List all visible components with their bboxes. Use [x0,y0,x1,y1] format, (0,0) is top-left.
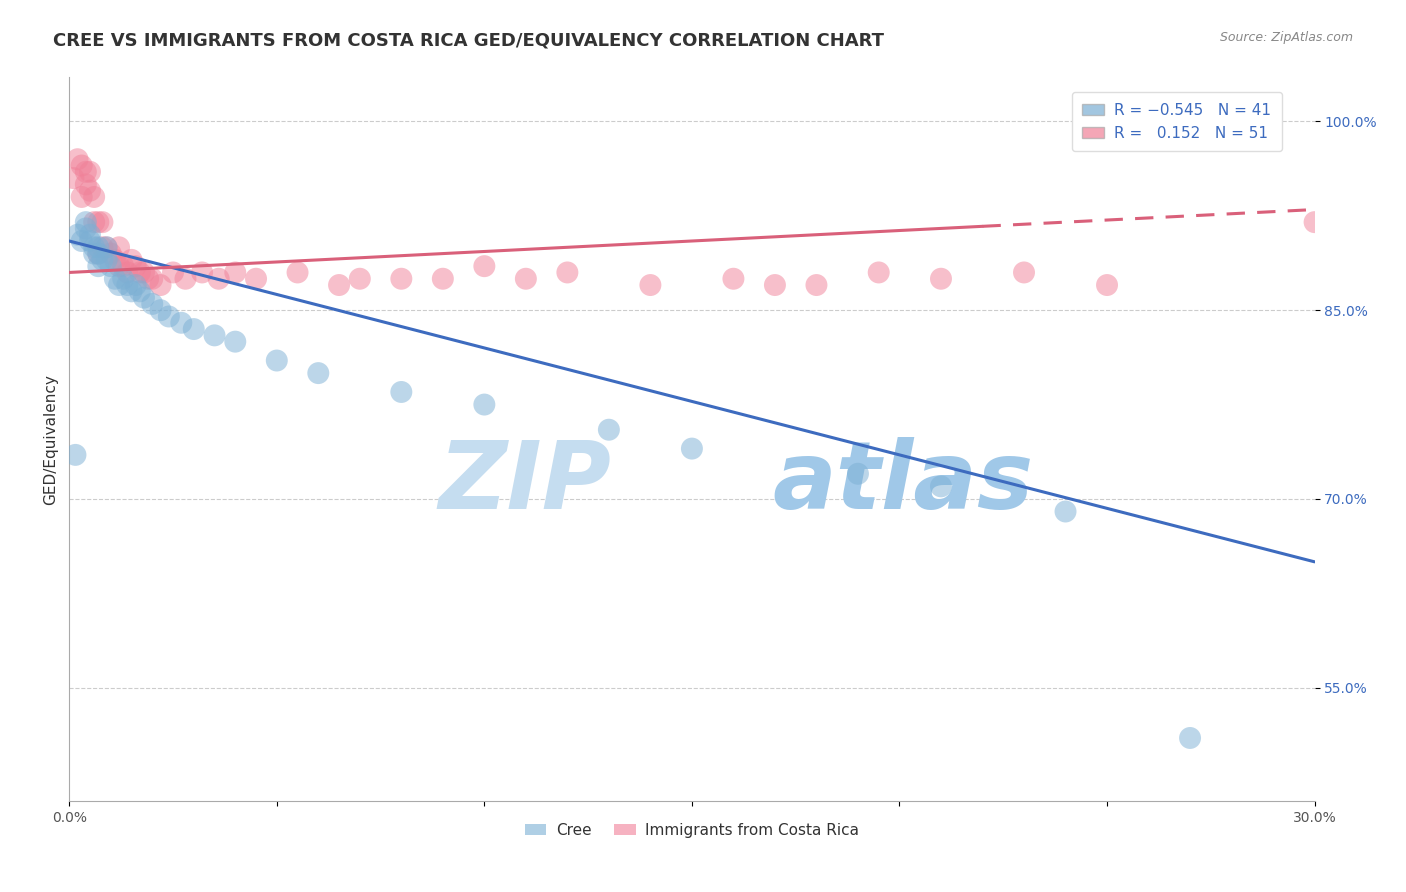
Point [87,246,110,260]
Point [121,252,143,267]
Point [266,353,288,368]
Point [287,265,309,279]
Point [87,240,110,254]
Point [868,265,890,279]
Point [79,227,101,242]
Point [75,165,97,179]
Text: Source: ZipAtlas.com: Source: ZipAtlas.com [1219,31,1353,45]
Point [132,265,155,279]
Point [108,259,131,273]
Point [141,297,163,311]
Point [307,366,329,380]
Point [1178,731,1201,745]
Point [328,278,350,293]
Point [389,271,412,285]
Point [389,384,412,399]
Point [75,178,97,192]
Point [208,271,231,285]
Point [87,215,110,229]
Point [723,271,745,285]
Point [75,221,97,235]
Point [183,322,205,336]
Point [70,159,93,173]
Point [79,184,101,198]
Point [128,285,150,299]
Point [100,246,122,260]
Point [104,252,127,267]
Point [83,190,105,204]
Point [132,291,155,305]
Point [1054,504,1077,518]
Point [929,479,952,493]
Point [515,271,537,285]
Text: CREE VS IMMIGRANTS FROM COSTA RICA GED/EQUIVALENCY CORRELATION CHART: CREE VS IMMIGRANTS FROM COSTA RICA GED/E… [53,31,884,49]
Point [204,328,226,343]
Point [83,215,105,229]
Point [191,265,214,279]
Point [124,278,146,293]
Point [224,265,246,279]
Point [149,303,172,318]
Legend: Cree, Immigrants from Costa Rica: Cree, Immigrants from Costa Rica [519,817,865,844]
Point [174,271,197,285]
Point [108,240,131,254]
Point [83,240,105,254]
Point [170,316,193,330]
Point [91,252,114,267]
Point [640,278,662,293]
Point [91,240,114,254]
Point [87,259,110,273]
Point [472,259,495,273]
Point [96,240,118,254]
Point [224,334,246,349]
Point [66,227,89,242]
Point [70,190,93,204]
Point [1012,265,1035,279]
Point [79,234,101,248]
Point [91,215,114,229]
Point [149,278,172,293]
Point [112,259,135,273]
Text: ZIP: ZIP [439,436,612,529]
Y-axis label: GED/Equivalency: GED/Equivalency [44,374,58,505]
Point [245,271,267,285]
Point [157,310,180,324]
Point [349,271,371,285]
Point [104,271,127,285]
Point [598,423,620,437]
Point [112,271,135,285]
Point [432,271,454,285]
Point [1303,215,1326,229]
Point [472,398,495,412]
Point [83,246,105,260]
Point [124,259,146,273]
Point [162,265,184,279]
Point [108,278,131,293]
Point [806,278,828,293]
Point [846,467,869,481]
Point [96,240,118,254]
Point [128,265,150,279]
Point [1095,278,1118,293]
Point [763,278,786,293]
Point [557,265,579,279]
Point [117,265,139,279]
Point [117,278,139,293]
Point [87,246,110,260]
Point [70,234,93,248]
Point [79,165,101,179]
Point [100,259,122,273]
Point [136,271,159,285]
Point [681,442,703,456]
Point [75,215,97,229]
Point [62,171,84,186]
Point [141,271,163,285]
Point [66,152,89,166]
Point [121,285,143,299]
Point [96,252,118,267]
Point [65,448,87,462]
Text: atlas: atlas [773,436,1033,529]
Point [929,271,952,285]
